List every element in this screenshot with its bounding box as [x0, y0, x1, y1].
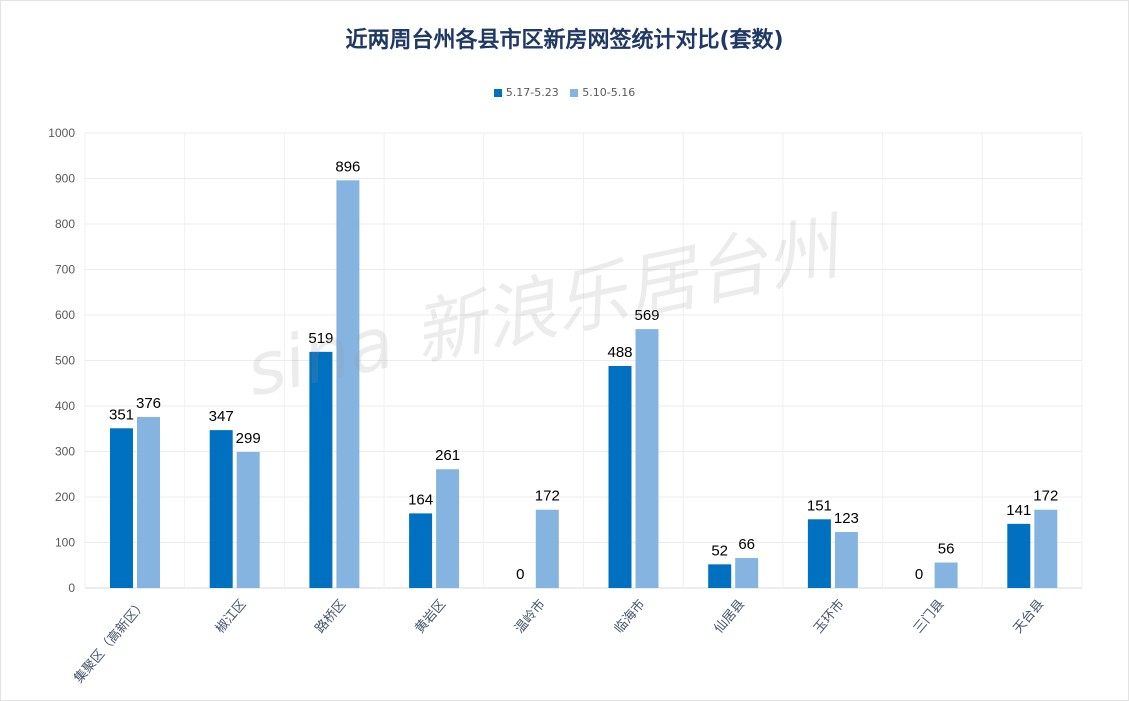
bar-1-6 — [735, 557, 759, 588]
data-label: 56 — [938, 541, 955, 558]
legend-item-0: 5.17-5.23 — [493, 86, 559, 99]
x-tick-label: 天台县 — [1011, 597, 1048, 637]
legend-item-1: 5.10-5.16 — [570, 86, 635, 99]
data-label: 172 — [1033, 488, 1058, 505]
legend: 5.17-5.23 5.10-5.16 — [0, 86, 1129, 100]
y-tick-label: 300 — [55, 445, 75, 459]
data-label: 351 — [109, 406, 134, 423]
x-tick-label: 集聚区（高新区） — [71, 596, 150, 686]
bar-0-7 — [807, 519, 831, 588]
chart-title: 近两周台州各县市区新房网签统计对比(套数) — [345, 28, 784, 53]
y-tick-label: 900 — [55, 172, 75, 186]
y-tick-label: 600 — [55, 308, 75, 322]
data-label: 0 — [915, 566, 923, 583]
x-tick-label: 温岭市 — [511, 596, 548, 636]
bar-0-1 — [209, 430, 233, 588]
bar-1-5 — [635, 329, 659, 588]
y-tick-label: 200 — [55, 490, 75, 504]
bar-0-3 — [409, 513, 433, 588]
bar-1-4 — [535, 509, 559, 588]
x-tick-label: 临海市 — [611, 596, 648, 636]
bar-0-2 — [309, 351, 333, 588]
legend-label: 5.10-5.16 — [582, 86, 636, 99]
legend-swatch — [493, 88, 502, 97]
bar-0-9 — [1007, 523, 1031, 588]
x-tick-label: 黄岩区 — [412, 597, 449, 637]
bar-1-8 — [934, 562, 958, 588]
bar-1-7 — [834, 532, 858, 588]
data-label: 569 — [634, 307, 659, 324]
bar-1-2 — [336, 180, 360, 588]
data-label: 488 — [607, 344, 632, 361]
x-tick-label: 玉环市 — [810, 596, 847, 636]
y-tick-label: 400 — [55, 399, 75, 413]
bar-0-6 — [708, 564, 732, 588]
y-tick-label: 100 — [55, 536, 75, 550]
data-label: 52 — [711, 542, 728, 559]
y-tick-label: 800 — [55, 217, 75, 231]
x-tick-label: 三门县 — [911, 597, 948, 637]
data-label: 164 — [408, 491, 433, 508]
data-label: 141 — [1006, 502, 1031, 519]
data-label: 347 — [209, 408, 234, 425]
x-tick-label: 椒江区 — [213, 597, 250, 637]
bar-1-9 — [1034, 509, 1058, 588]
data-label: 376 — [136, 395, 161, 412]
data-label: 123 — [834, 510, 859, 527]
bar-0-5 — [608, 365, 632, 588]
bar-0-0 — [110, 428, 133, 588]
bar-1-1 — [236, 451, 260, 588]
legend-label: 5.17-5.23 — [505, 86, 559, 99]
y-tick-label: 1000 — [48, 126, 75, 140]
x-tick-label: 仙居县 — [712, 597, 749, 637]
bar-1-3 — [436, 469, 460, 588]
data-label: 261 — [435, 447, 460, 464]
data-label: 151 — [807, 497, 832, 514]
data-label: 172 — [535, 488, 560, 505]
bar-1-0 — [137, 416, 160, 588]
data-label: 0 — [516, 566, 524, 583]
data-label: 896 — [335, 158, 360, 175]
data-label: 299 — [236, 430, 261, 447]
legend-swatch — [570, 88, 579, 97]
x-tick-label: 路桥区 — [312, 596, 349, 636]
data-label: 66 — [738, 536, 755, 553]
y-tick-label: 0 — [68, 581, 75, 595]
y-tick-label: 500 — [55, 354, 75, 368]
y-tick-label: 700 — [55, 263, 75, 277]
data-label: 519 — [308, 330, 333, 347]
